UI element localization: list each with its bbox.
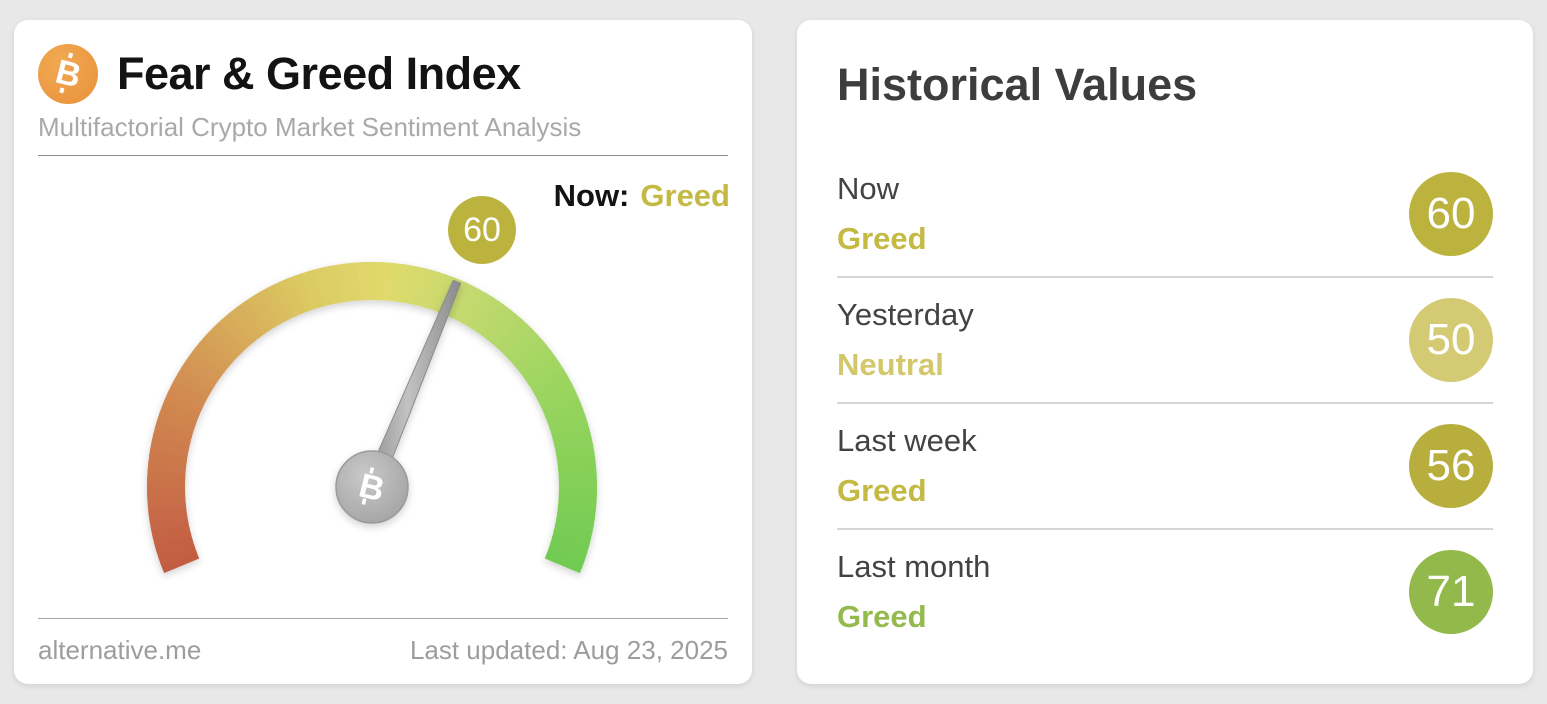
fear-greed-header: B Fear & Greed Index Multifactorial Cryp…: [14, 20, 752, 143]
gauge-value: 60: [463, 210, 501, 249]
page-title: Fear & Greed Index: [117, 48, 521, 99]
history-classification: Greed: [837, 473, 927, 508]
gauge-needle: B: [335, 279, 462, 524]
history-classification: Greed: [837, 221, 927, 256]
history-period: Now: [837, 171, 900, 206]
history-period: Yesterday: [837, 297, 974, 332]
fear-greed-gauge: B: [147, 262, 597, 574]
history-value-badge: 71: [1409, 550, 1493, 634]
historical-values-title: Historical Values: [837, 59, 1198, 110]
history-classification: Neutral: [837, 347, 944, 382]
header-divider: [38, 155, 728, 156]
history-value-badge: 60: [1409, 172, 1493, 256]
now-classification: Greed: [640, 178, 730, 213]
fear-greed-card: B Fear & Greed Index Multifactorial Cryp…: [14, 20, 752, 684]
footer-last-updated: Last updated: Aug 23, 2025: [409, 634, 728, 665]
history-value-badge: 50: [1409, 298, 1493, 382]
history-classification: Greed: [837, 599, 927, 634]
history-row-yesterday: Yesterday Neutral 50: [837, 278, 1493, 404]
bitcoin-icon: B: [38, 44, 98, 104]
footer-source-link[interactable]: alternative.me: [38, 634, 202, 665]
history-row-last-week: Last week Greed 56: [837, 404, 1493, 530]
history-row-now: Now Greed 60: [837, 152, 1493, 278]
card-footer: alternative.me Last updated: Aug 23, 202…: [38, 618, 728, 681]
history-period: Last week: [837, 423, 977, 458]
gauge-value-badge: 60: [448, 196, 516, 264]
gauge-arc: [147, 262, 597, 574]
historical-values-card: Historical Values Now Greed 60 Yesterday…: [797, 20, 1533, 684]
history-row-last-month: Last month Greed 71: [837, 530, 1493, 654]
history-period: Last month: [837, 549, 991, 584]
page-subtitle: Multifactorial Crypto Market Sentiment A…: [38, 112, 582, 142]
gauge-section: B 60 Now: Greed: [14, 156, 752, 618]
history-value-badge: 56: [1409, 424, 1493, 508]
now-indicator: Now: Greed: [554, 178, 730, 214]
now-label: Now:: [553, 178, 630, 213]
bitcoin-symbol: B: [51, 52, 85, 96]
